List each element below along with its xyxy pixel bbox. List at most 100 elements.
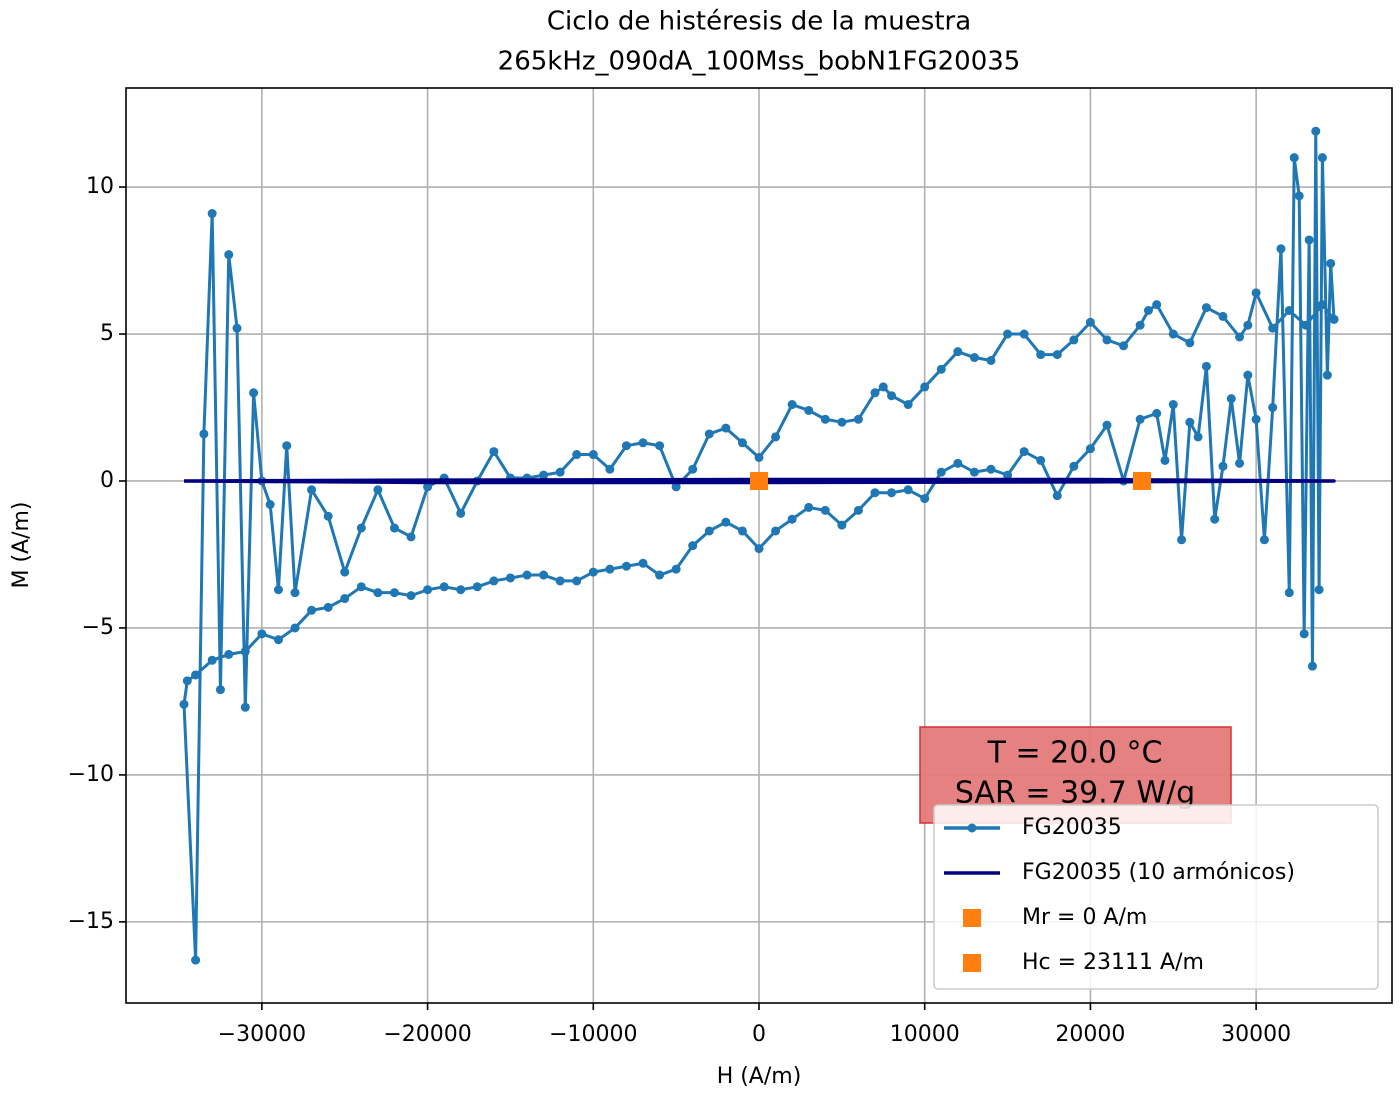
data-point xyxy=(199,429,209,439)
data-point xyxy=(605,464,615,474)
data-point xyxy=(240,702,250,712)
data-point xyxy=(273,635,283,645)
data-point xyxy=(986,355,996,365)
y-axis-label: M (A/m) xyxy=(9,501,34,588)
data-point xyxy=(903,485,913,495)
data-point xyxy=(572,450,582,460)
data-point xyxy=(1036,455,1046,465)
data-point xyxy=(1289,153,1299,163)
chart-title: Ciclo de histéresis de la muestra xyxy=(547,7,971,37)
data-point xyxy=(1326,258,1336,268)
data-point xyxy=(282,441,292,451)
data-point xyxy=(224,250,234,260)
data-point xyxy=(887,488,897,498)
data-point xyxy=(356,523,366,533)
data-point xyxy=(1299,629,1309,639)
data-point xyxy=(1132,471,1151,490)
data-point xyxy=(1119,341,1129,351)
data-point xyxy=(340,594,350,604)
data-point xyxy=(1102,420,1112,430)
data-point xyxy=(1185,417,1195,427)
data-point xyxy=(373,588,383,598)
data-point xyxy=(257,629,267,639)
data-point xyxy=(522,570,532,580)
data-point xyxy=(1268,323,1278,333)
data-point xyxy=(750,471,768,490)
data-point xyxy=(273,585,283,595)
data-point xyxy=(936,364,946,374)
legend: FG20035 FG20035 (10 armónicos) Mr = 0 A/m H… xyxy=(933,804,1379,990)
data-point xyxy=(472,582,482,592)
data-point xyxy=(1168,400,1178,410)
legend-marker xyxy=(963,954,981,972)
data-point xyxy=(1243,320,1253,330)
data-point xyxy=(489,447,499,457)
legend-label: FG20035 (10 armónicos) xyxy=(1022,860,1295,885)
data-point xyxy=(1201,361,1211,371)
data-point xyxy=(737,438,747,448)
data-point xyxy=(1052,350,1062,360)
data-point xyxy=(356,582,366,592)
data-point xyxy=(1235,332,1245,342)
data-point xyxy=(489,576,499,586)
data-point xyxy=(389,523,399,533)
y-tick-label: −10 xyxy=(68,762,114,787)
x-tick-label: −30000 xyxy=(218,1022,306,1047)
data-point xyxy=(887,391,897,401)
data-point xyxy=(953,347,963,357)
data-point xyxy=(870,388,880,398)
y-tick-label: 10 xyxy=(86,174,114,199)
data-point xyxy=(638,558,648,568)
data-point xyxy=(920,382,930,392)
data-point xyxy=(820,414,830,424)
data-point xyxy=(1251,288,1261,298)
data-point xyxy=(1069,461,1079,471)
data-point xyxy=(1019,447,1029,457)
data-point xyxy=(1294,191,1304,201)
data-point xyxy=(721,517,731,527)
data-point xyxy=(953,458,963,468)
data-point xyxy=(1152,408,1162,418)
data-point xyxy=(191,955,201,965)
data-point xyxy=(1251,414,1261,424)
data-point xyxy=(588,450,598,460)
data-point xyxy=(456,585,466,595)
data-point xyxy=(1268,403,1278,413)
data-point xyxy=(771,526,781,536)
data-point xyxy=(1301,320,1311,330)
data-point xyxy=(307,485,317,495)
data-point xyxy=(1210,514,1220,524)
data-point xyxy=(754,544,764,554)
data-point xyxy=(936,467,946,477)
data-point xyxy=(207,209,217,219)
data-point xyxy=(423,585,433,595)
legend-marker xyxy=(967,823,977,833)
data-point xyxy=(456,508,466,518)
data-point xyxy=(323,602,333,612)
data-point xyxy=(290,588,300,598)
data-point xyxy=(737,526,747,536)
data-point xyxy=(655,570,665,580)
series-line xyxy=(183,477,1336,485)
data-point xyxy=(323,511,333,521)
data-point xyxy=(878,382,888,392)
y-tick-label: −15 xyxy=(68,909,114,934)
data-point xyxy=(1036,350,1046,360)
data-point xyxy=(1322,370,1332,380)
data-point xyxy=(920,494,930,504)
data-point xyxy=(182,676,192,686)
data-point xyxy=(688,464,698,474)
data-point xyxy=(1284,306,1294,316)
data-point xyxy=(1069,335,1079,345)
legend-label: FG20035 xyxy=(1022,815,1122,840)
data-point xyxy=(340,567,350,577)
data-point xyxy=(1152,300,1162,310)
annotation: T = 20.0 °C xyxy=(987,736,1163,771)
data-point xyxy=(1085,317,1095,327)
data-point xyxy=(969,467,979,477)
data-point xyxy=(1311,126,1321,136)
x-tick-label: 0 xyxy=(752,1022,766,1047)
data-point xyxy=(853,414,863,424)
data-point xyxy=(1168,329,1178,339)
data-point xyxy=(721,423,731,433)
